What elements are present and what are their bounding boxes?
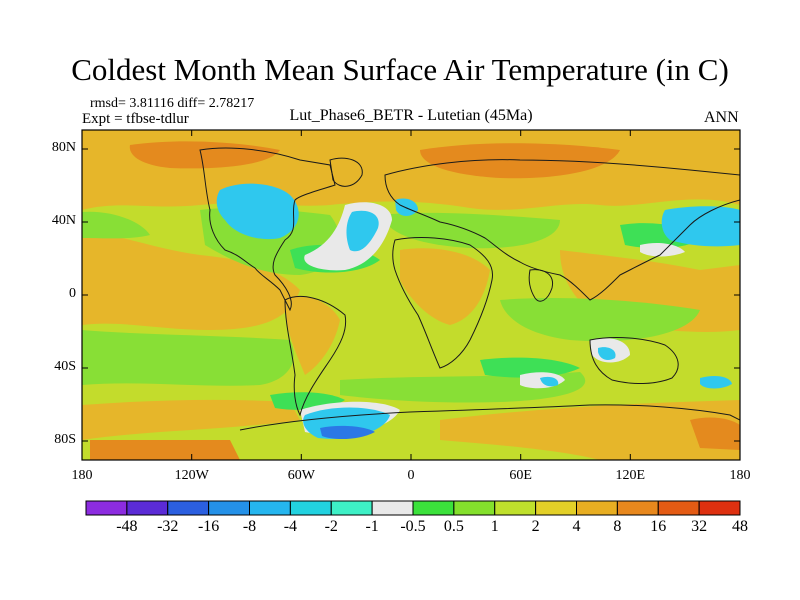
colorbar-box <box>371 500 414 516</box>
lat-label-80n: 80N <box>51 140 76 155</box>
colorbar-label: 48 <box>732 518 748 535</box>
field-cold-north-america <box>216 183 299 240</box>
field-warm-africa <box>400 248 490 325</box>
colorbar-label: 4 <box>572 518 581 535</box>
colorbar-box <box>167 500 210 516</box>
field-warm-south-america <box>285 296 340 375</box>
lat-label-40s: 40S <box>54 359 76 374</box>
field-bright-green-southern <box>480 357 580 378</box>
colorbar-label: -48 <box>116 518 138 535</box>
colorbar-label: 0.5 <box>443 518 464 535</box>
lon-label-60w: 60W <box>287 468 315 483</box>
plot-title: Coldest Month Mean Surface Air Temperatu… <box>71 52 729 87</box>
lat-label-equator: 0 <box>69 286 76 301</box>
colorbar-box <box>657 500 700 516</box>
colorbar-box <box>330 500 373 516</box>
coast-eurasia <box>384 159 740 301</box>
temperature-field <box>82 130 740 460</box>
field-green-indian-ocean <box>500 298 700 342</box>
coast-india <box>528 269 554 302</box>
coast-north-america <box>199 147 336 312</box>
field-hot-australia-east <box>690 417 740 450</box>
colorbar-label: 16 <box>650 518 667 535</box>
experiment-label: Expt = tfbse-tdlur <box>82 111 189 127</box>
field-cold-australia <box>598 347 616 360</box>
colorbar-label: 2 <box>531 518 540 535</box>
coast-australia <box>589 337 679 384</box>
colorbar-box <box>249 500 291 516</box>
field-cold-east-asia <box>661 206 740 247</box>
field-neutral-north-pacific <box>640 242 685 257</box>
lon-label-120e: 120E <box>615 468 646 483</box>
plot-subtitle: Lut_Phase6_BETR - Lutetian (45Ma) <box>289 107 533 124</box>
field-warm-south-band <box>82 399 300 440</box>
coast-africa <box>392 237 494 369</box>
rmsd-diff-stats: rmsd= 3.81116 diff= 2.78217 <box>90 96 255 111</box>
colorbar-box <box>698 500 741 516</box>
map-tick-marks <box>81 130 741 460</box>
coast-greenland <box>329 157 363 187</box>
lon-label-60e: 60E <box>509 468 532 483</box>
field-green-south-atlantic <box>82 330 294 386</box>
colorbar-label: 32 <box>691 518 708 535</box>
lon-label-180-east: 180 <box>729 468 751 483</box>
colorbar-box <box>85 500 128 516</box>
coast-antarctica <box>239 404 740 431</box>
field-very-cold-antarctica <box>320 425 375 440</box>
field-warm-tropics-west <box>82 230 300 330</box>
colorbar-box <box>535 500 577 516</box>
lat-label-40n: 40N <box>51 213 76 228</box>
colorbar-boxes <box>85 500 741 516</box>
lon-label-120w: 120W <box>174 468 209 483</box>
coastlines <box>199 147 740 431</box>
field-cold-europe <box>395 198 418 216</box>
colorbar-label: -32 <box>157 518 179 535</box>
lon-label-0: 0 <box>407 468 415 483</box>
colorbar-box <box>289 500 332 516</box>
field-cold-north-atlantic <box>346 210 379 252</box>
colorbar-box <box>412 500 455 516</box>
field-green-north-pacific <box>82 211 150 239</box>
field-hot-north-america <box>129 141 280 169</box>
colorbar-label: -0.5 <box>400 518 426 535</box>
colorbar-label: 1 <box>490 518 499 535</box>
colorbar-label: -4 <box>283 518 298 535</box>
season-label: ANN <box>704 109 739 126</box>
colorbar-box <box>616 500 659 516</box>
colorbar-label: -1 <box>365 518 379 535</box>
lon-label-180-west: 180 <box>71 468 93 483</box>
field-cold-southern <box>540 376 559 387</box>
lat-label-80s: 80S <box>54 432 76 447</box>
coast-south-america <box>284 296 347 417</box>
colorbar-box <box>576 500 618 516</box>
field-cold-tasman <box>700 376 732 389</box>
colorbar-label: -2 <box>324 518 338 535</box>
colorbar-box <box>208 500 250 516</box>
colorbar-label: -16 <box>197 518 220 535</box>
colorbar-box <box>126 500 169 516</box>
colorbar-box <box>494 500 537 516</box>
field-warm-south-band-east <box>440 400 740 460</box>
field-hot-south-pacific <box>90 440 240 460</box>
field-hot-eurasia <box>420 143 620 179</box>
colorbar-label: 8 <box>613 518 622 535</box>
colorbar-box <box>453 500 496 516</box>
colorbar-label: -8 <box>242 518 257 535</box>
